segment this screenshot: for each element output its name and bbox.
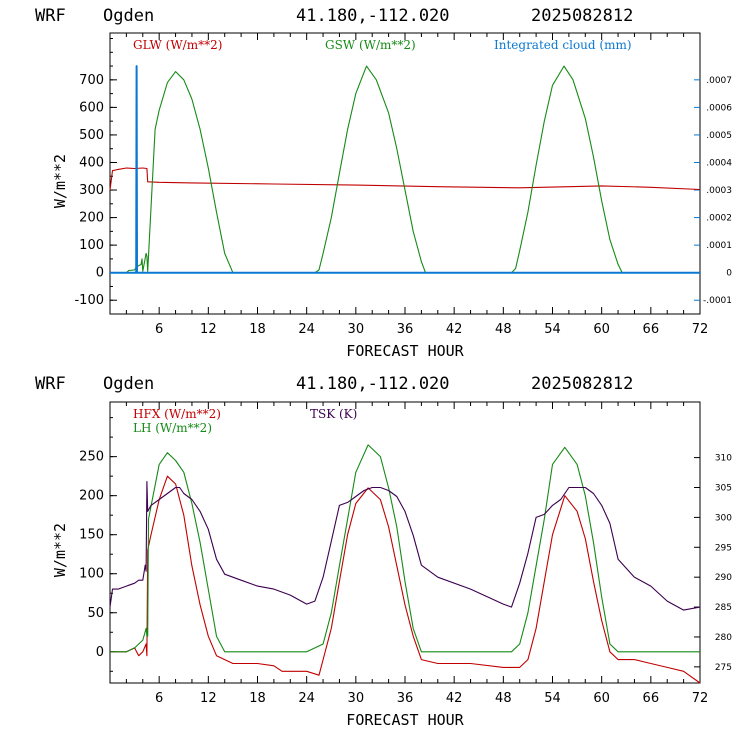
panel2-y-ticks: 0 50 100 150 200 250 xyxy=(79,417,117,672)
panel2-series-hfx xyxy=(110,475,701,684)
panel1-ytick-label: 500 xyxy=(79,128,104,143)
panel2-xtick-label: 30 xyxy=(348,691,365,706)
panel1-xtick-label: 30 xyxy=(348,322,365,337)
panel2-legend-hfx: HFX (W/m**2) xyxy=(133,407,221,421)
panel2-ytick-label: 100 xyxy=(79,567,104,582)
panel1-y2tick-label: .0003 xyxy=(706,186,732,196)
panel1-xtick-label: 54 xyxy=(544,322,561,337)
panel1-xtick-label: 12 xyxy=(200,322,217,337)
panel1-y2tick-label: .0005 xyxy=(706,131,732,141)
panel2-y2tick-label: 280 xyxy=(715,633,732,643)
panel1-ytick-label: 400 xyxy=(79,155,104,170)
panel1-ytick-label: 700 xyxy=(79,73,104,88)
panel1-y2tick-label: .0002 xyxy=(706,214,732,224)
panel2-ytick-label: 50 xyxy=(87,606,104,621)
panel1-xtick-label: 72 xyxy=(692,322,709,337)
panel1-xtick-label: 48 xyxy=(495,322,512,337)
panel1-ytick-label: 300 xyxy=(79,183,104,198)
panel2-y2-ticks: 275 280 285 290 295 300 305 310 xyxy=(694,454,732,673)
panel2-xtick-label: 48 xyxy=(495,691,512,706)
panel1-ytick-label: 100 xyxy=(79,238,104,253)
panel1-legend-glw: GLW (W/m**2) xyxy=(133,38,222,52)
panel2-y2tick-label: 300 xyxy=(715,513,732,523)
panel2-xtick-label: 54 xyxy=(544,691,561,706)
panel1-y2tick-label: .0007 xyxy=(706,76,732,86)
panel1-xtick-label: 60 xyxy=(593,322,610,337)
panel1-series-gsw xyxy=(110,65,700,274)
panel1-xtick-label: 24 xyxy=(298,322,315,337)
panel1-series xyxy=(109,65,701,274)
panel2-y2tick-label: 295 xyxy=(715,543,732,553)
panel2-legend-lh: LH (W/m**2) xyxy=(133,421,212,435)
panel1-series-integrated xyxy=(110,65,700,274)
panel1-series-glw xyxy=(109,167,701,191)
panel1-y2tick-label: .0006 xyxy=(706,103,732,113)
panel2-ytick-label: 150 xyxy=(79,528,104,543)
panel2-series-lh xyxy=(110,444,700,653)
panel1-ytick-label: 600 xyxy=(79,100,104,115)
panel2-xtick-label: 6 xyxy=(155,691,163,706)
panel2-legend-tsk: TSK (K) xyxy=(310,407,357,421)
panel2-xtick-label: 24 xyxy=(298,691,315,706)
panel1-ytick-label: 200 xyxy=(79,211,104,226)
panel2-coords: 41.180,-112.020 xyxy=(296,374,450,394)
panel2-ytick-label: 250 xyxy=(79,450,104,465)
panel2-y2tick-label: 275 xyxy=(715,663,732,673)
panel1-y2tick-label: -.0001 xyxy=(703,296,732,306)
panel2-run: 2025082812 xyxy=(531,374,633,394)
panel1-ylabel: W/m**2 xyxy=(51,154,69,208)
panel1-xtick-label: 36 xyxy=(397,322,414,337)
panel2-xtick-label: 18 xyxy=(249,691,266,706)
panel1-y2tick-label: 0 xyxy=(726,269,732,279)
panel2-xtick-label: 42 xyxy=(446,691,463,706)
panel2-model: WRF xyxy=(35,374,66,394)
panel1-model: WRF xyxy=(35,6,66,26)
panel2-xtick-label: 36 xyxy=(397,691,414,706)
panel2-y2tick-label: 305 xyxy=(715,483,732,493)
panel2-xtick-label: 60 xyxy=(593,691,610,706)
panel2-ytick-label: 0 xyxy=(96,645,104,660)
panel2-xtick-label: 72 xyxy=(692,691,709,706)
panel2-series xyxy=(109,444,701,684)
panel1-xtick-label: 6 xyxy=(155,322,163,337)
panel1-xlabel: FORECAST HOUR xyxy=(346,342,464,360)
panel1-legend-gsw: GSW (W/m**2) xyxy=(325,38,416,52)
panel2-xtick-label: 12 xyxy=(200,691,217,706)
panel1-y2tick-label: .0001 xyxy=(706,241,732,251)
panel1-ytick-label: -100 xyxy=(74,293,104,308)
panel1-x-ticks: 6 12 18 24 30 36 42 48 54 60 66 72 xyxy=(125,33,709,337)
panel1-y2tick-label: .0004 xyxy=(706,158,732,168)
panel1-xtick-label: 42 xyxy=(446,322,463,337)
panel2-y2tick-label: 310 xyxy=(715,454,732,464)
panel1-y2-ticks: -.0001 0 .0001 .0002 .0003 .0004 .0005 .0006 .00… xyxy=(694,76,732,306)
panel1-ytick-label: 0 xyxy=(96,266,104,281)
panel1-xtick-label: 18 xyxy=(249,322,266,337)
panel1-xtick-label: 66 xyxy=(643,322,660,337)
panel2-ylabel: W/m**2 xyxy=(51,523,69,577)
panel2-series-tsk xyxy=(109,480,701,611)
panel1-station: Ogden xyxy=(103,6,154,26)
panel2-xtick-label: 66 xyxy=(643,691,660,706)
panel2-y2tick-label: 290 xyxy=(715,573,732,583)
panel2-ytick-label: 200 xyxy=(79,489,104,504)
panel2-xlabel: FORECAST HOUR xyxy=(346,711,464,729)
panel1-coords: 41.180,-112.020 xyxy=(296,6,450,26)
panel2-x-ticks: 6 12 18 24 30 36 42 48 54 60 66 72 xyxy=(125,402,709,706)
panel1-run: 2025082812 xyxy=(531,6,633,26)
panel2-station: Ogden xyxy=(103,374,154,394)
panel2-y2tick-label: 285 xyxy=(715,603,732,613)
panel1-legend-cloud: Integrated cloud (mm) xyxy=(494,38,632,52)
panel1-y-ticks: -100 0 100 200 300 400 500 600 700 xyxy=(74,38,117,315)
